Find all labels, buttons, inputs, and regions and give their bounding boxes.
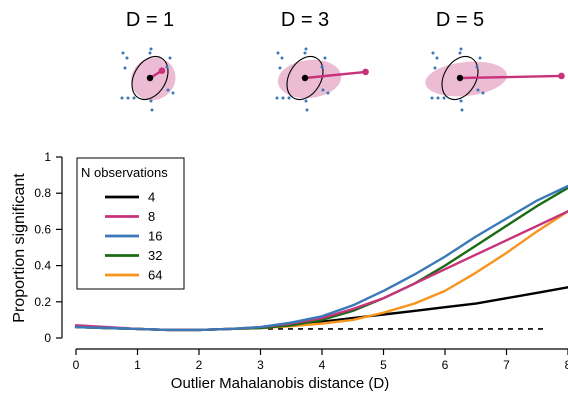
sample-point — [120, 96, 124, 100]
series-line-16 — [74, 184, 568, 332]
sample-point — [123, 66, 127, 70]
sample-point — [304, 99, 308, 103]
legend-label-64: 64 — [148, 268, 162, 283]
sample-point — [171, 91, 175, 95]
x-tick-label: 5 — [380, 358, 387, 372]
y-tick-label: 1 — [44, 150, 51, 164]
sample-point — [304, 47, 308, 51]
sample-point — [435, 56, 439, 60]
x-tick-label: 4 — [319, 358, 326, 372]
panel-d3: D = 3 — [275, 9, 369, 112]
outlier-illustrations: D = 1 D = 3 D = 5 — [120, 9, 565, 112]
sample-point — [149, 47, 153, 51]
sample-point — [132, 96, 136, 100]
y-tick-label: 0.8 — [34, 186, 51, 200]
sample-point — [275, 96, 279, 100]
outlier-vector — [304, 70, 366, 80]
legend-label-32: 32 — [148, 248, 162, 263]
sample-point — [303, 51, 307, 55]
sample-point — [278, 66, 282, 70]
sample-point — [320, 65, 324, 69]
x-tick-label: 7 — [503, 358, 510, 372]
panel-d5: D = 5 — [425, 9, 565, 112]
sample-point — [305, 108, 309, 112]
legend-label-4: 4 — [148, 190, 155, 205]
sample-point — [125, 56, 129, 60]
x-tick-label: 3 — [257, 358, 264, 372]
sample-point — [165, 65, 169, 69]
center-point — [146, 74, 154, 82]
sample-point — [287, 96, 291, 100]
panel-title: D = 1 — [126, 9, 174, 31]
legend-box — [76, 157, 185, 290]
sample-point — [475, 65, 479, 69]
x-tick-label: 0 — [73, 358, 80, 372]
x-tick-label: 2 — [196, 358, 203, 372]
x-tick-label: 1 — [134, 358, 141, 372]
sample-point — [121, 51, 125, 55]
sample-point — [276, 51, 280, 55]
sample-point — [149, 99, 153, 103]
sample-point — [166, 88, 170, 92]
sample-point — [321, 88, 325, 92]
sample-point — [481, 91, 485, 95]
sample-point — [326, 91, 330, 95]
sample-point — [460, 108, 464, 112]
sample-point — [126, 96, 130, 100]
sample-point — [458, 51, 462, 55]
covariance-ellipse — [277, 59, 342, 99]
series-lines — [74, 184, 568, 332]
sample-point — [431, 51, 435, 55]
sample-point — [281, 96, 285, 100]
x-axis: 0 1 2 3 4 5 6 7 8 — [73, 348, 568, 372]
outlier-point — [558, 72, 565, 80]
legend-title: N observations — [81, 165, 168, 180]
sample-point — [323, 56, 327, 60]
sample-point — [459, 99, 463, 103]
unit-ellipse — [441, 55, 479, 101]
sample-point — [433, 66, 437, 70]
y-axis: 0 0.2 0.4 0.6 0.8 1 — [34, 150, 63, 345]
y-axis-label: Proportion significant — [11, 173, 28, 323]
y-tick-label: 0.2 — [34, 295, 51, 309]
y-tick-label: 0 — [44, 331, 51, 345]
sample-point — [280, 56, 284, 60]
unit-ellipse — [131, 55, 169, 101]
outlier-point — [362, 68, 369, 76]
legend-label-16: 16 — [148, 229, 162, 244]
sample-point — [168, 56, 172, 60]
panel-d1: D = 1 — [120, 9, 176, 112]
covariance-ellipse — [131, 57, 176, 101]
unit-ellipse — [286, 55, 324, 101]
legend: N observations 4 8 16 32 64 — [76, 157, 185, 290]
legend-label-8: 8 — [148, 209, 155, 224]
x-tick-label: 8 — [565, 358, 568, 372]
outlier-point — [158, 67, 166, 74]
sample-point — [442, 96, 446, 100]
sample-point — [478, 56, 482, 60]
x-axis-label: Outlier Mahalanobis distance (D) — [171, 375, 389, 392]
sample-point — [430, 96, 434, 100]
center-point — [456, 74, 464, 82]
center-point — [301, 74, 309, 82]
sample-point — [476, 88, 480, 92]
chart: 0 0.2 0.4 0.6 0.8 1 0 1 2 3 4 5 6 7 8 N observations … — [11, 150, 568, 392]
sample-point — [459, 47, 463, 51]
panel-title: D = 5 — [436, 9, 484, 31]
sample-point — [150, 108, 154, 112]
x-tick-label: 6 — [442, 358, 449, 372]
sample-point — [436, 96, 440, 100]
outlier-vector — [459, 74, 562, 80]
panel-title: D = 3 — [281, 9, 329, 31]
y-tick-label: 0.6 — [34, 222, 51, 236]
sample-point — [148, 51, 152, 55]
y-tick-label: 0.4 — [34, 259, 51, 273]
